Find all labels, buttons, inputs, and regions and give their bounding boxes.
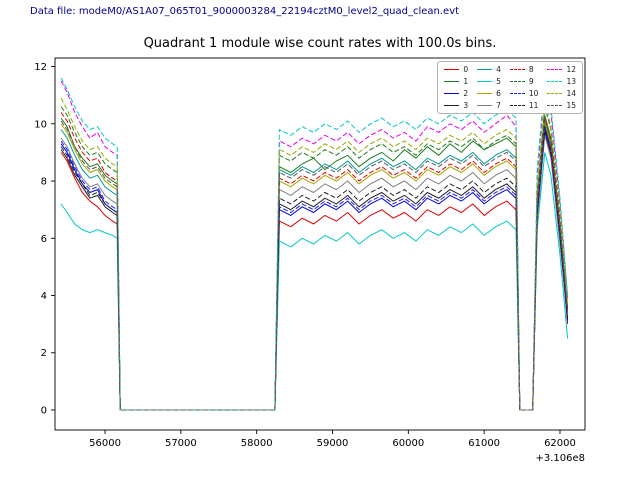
legend-entry-10: 10 bbox=[509, 88, 539, 98]
legend-line-sample bbox=[477, 105, 493, 106]
legend-label: 2 bbox=[463, 88, 469, 98]
chart-title: Quadrant 1 module wise count rates with … bbox=[143, 36, 497, 51]
series-line-15 bbox=[60, 117, 569, 411]
legend-line-sample bbox=[444, 69, 460, 70]
legend-label: 6 bbox=[496, 88, 501, 98]
legend-label: 11 bbox=[528, 100, 539, 110]
x-tick-label: 57000 bbox=[165, 438, 197, 449]
legend-entry-1: 1 bbox=[444, 77, 468, 86]
x-tick-label: 56000 bbox=[89, 438, 121, 449]
legend-entry-4: 4 bbox=[477, 65, 501, 74]
legend-line-sample bbox=[509, 105, 525, 106]
legend-entry-14: 14 bbox=[547, 89, 576, 98]
legend-line-sample bbox=[509, 93, 525, 94]
legend-column: 8 9 10 11 bbox=[509, 64, 539, 110]
legend-entry-9: 9 bbox=[509, 76, 539, 86]
legend-line-sample bbox=[444, 81, 460, 82]
legend-entry-5: 5 bbox=[477, 77, 501, 86]
legend: 0 1 2 3 4 5 6 7 8 9 10 11 12 13 14 15 bbox=[437, 61, 583, 114]
legend-line-sample bbox=[547, 69, 563, 70]
y-tick-label: 0 bbox=[41, 405, 47, 416]
legend-entry-0: 0 bbox=[444, 65, 468, 74]
series-line-8 bbox=[60, 112, 569, 411]
legend-entry-8: 8 bbox=[509, 64, 539, 74]
y-tick-label: 8 bbox=[41, 177, 47, 188]
legend-label: 9 bbox=[528, 76, 534, 86]
legend-entry-11: 11 bbox=[509, 100, 539, 110]
x-tick-label: 58000 bbox=[241, 438, 273, 449]
series-line-7 bbox=[60, 135, 569, 411]
legend-entry-15: 15 bbox=[547, 101, 576, 110]
x-axis-offset-label: +3.106e8 bbox=[535, 453, 585, 464]
series-line-6 bbox=[60, 120, 569, 411]
legend-entry-3: 3 bbox=[444, 101, 468, 110]
legend-label: 5 bbox=[496, 76, 501, 86]
series-line-12 bbox=[60, 80, 569, 411]
legend-label: 10 bbox=[528, 88, 539, 98]
y-tick-label: 12 bbox=[34, 62, 47, 73]
legend-line-sample bbox=[547, 81, 563, 82]
legend-line-sample bbox=[547, 93, 563, 94]
legend-label: 12 bbox=[566, 64, 576, 74]
legend-column: 0 1 2 3 bbox=[444, 65, 468, 110]
legend-column: 12 13 14 15 bbox=[547, 65, 576, 110]
legend-line-sample bbox=[477, 69, 493, 70]
legend-line-sample bbox=[477, 81, 493, 82]
series-line-3 bbox=[60, 132, 569, 411]
x-tick-label: 62000 bbox=[544, 438, 576, 449]
legend-label: 15 bbox=[566, 100, 576, 110]
legend-label: 13 bbox=[566, 76, 576, 86]
data-file-label: Data file: modeM0/AS1A07_065T01_90000032… bbox=[30, 6, 460, 17]
legend-entry-12: 12 bbox=[547, 65, 576, 74]
series-line-5 bbox=[60, 152, 569, 411]
legend-line-sample bbox=[477, 93, 493, 94]
legend-label: 8 bbox=[528, 64, 534, 74]
series-line-1 bbox=[60, 115, 569, 411]
x-tick-label: 59000 bbox=[317, 438, 349, 449]
legend-label: 1 bbox=[463, 76, 469, 86]
legend-line-sample bbox=[509, 81, 525, 82]
legend-entry-7: 7 bbox=[477, 101, 501, 110]
legend-entry-2: 2 bbox=[444, 89, 468, 98]
legend-line-sample bbox=[444, 93, 460, 94]
y-tick-label: 2 bbox=[41, 348, 47, 359]
axes-frame bbox=[54, 57, 586, 431]
legend-label: 0 bbox=[463, 64, 469, 74]
x-tick-label: 61000 bbox=[468, 438, 500, 449]
y-tick-label: 4 bbox=[41, 291, 47, 302]
legend-label: 7 bbox=[496, 100, 501, 110]
x-tick-label: 60000 bbox=[392, 438, 424, 449]
series-line-14 bbox=[60, 97, 569, 411]
legend-label: 4 bbox=[496, 64, 501, 74]
legend-entry-6: 6 bbox=[477, 89, 501, 98]
y-tick-label: 6 bbox=[41, 234, 47, 245]
y-tick-label: 10 bbox=[34, 119, 47, 130]
legend-line-sample bbox=[547, 105, 563, 106]
legend-label: 3 bbox=[463, 100, 469, 110]
legend-entry-13: 13 bbox=[547, 77, 576, 86]
legend-line-sample bbox=[444, 105, 460, 106]
legend-label: 14 bbox=[566, 88, 576, 98]
legend-line-sample bbox=[509, 69, 525, 70]
legend-column: 4 5 6 7 bbox=[477, 65, 501, 110]
